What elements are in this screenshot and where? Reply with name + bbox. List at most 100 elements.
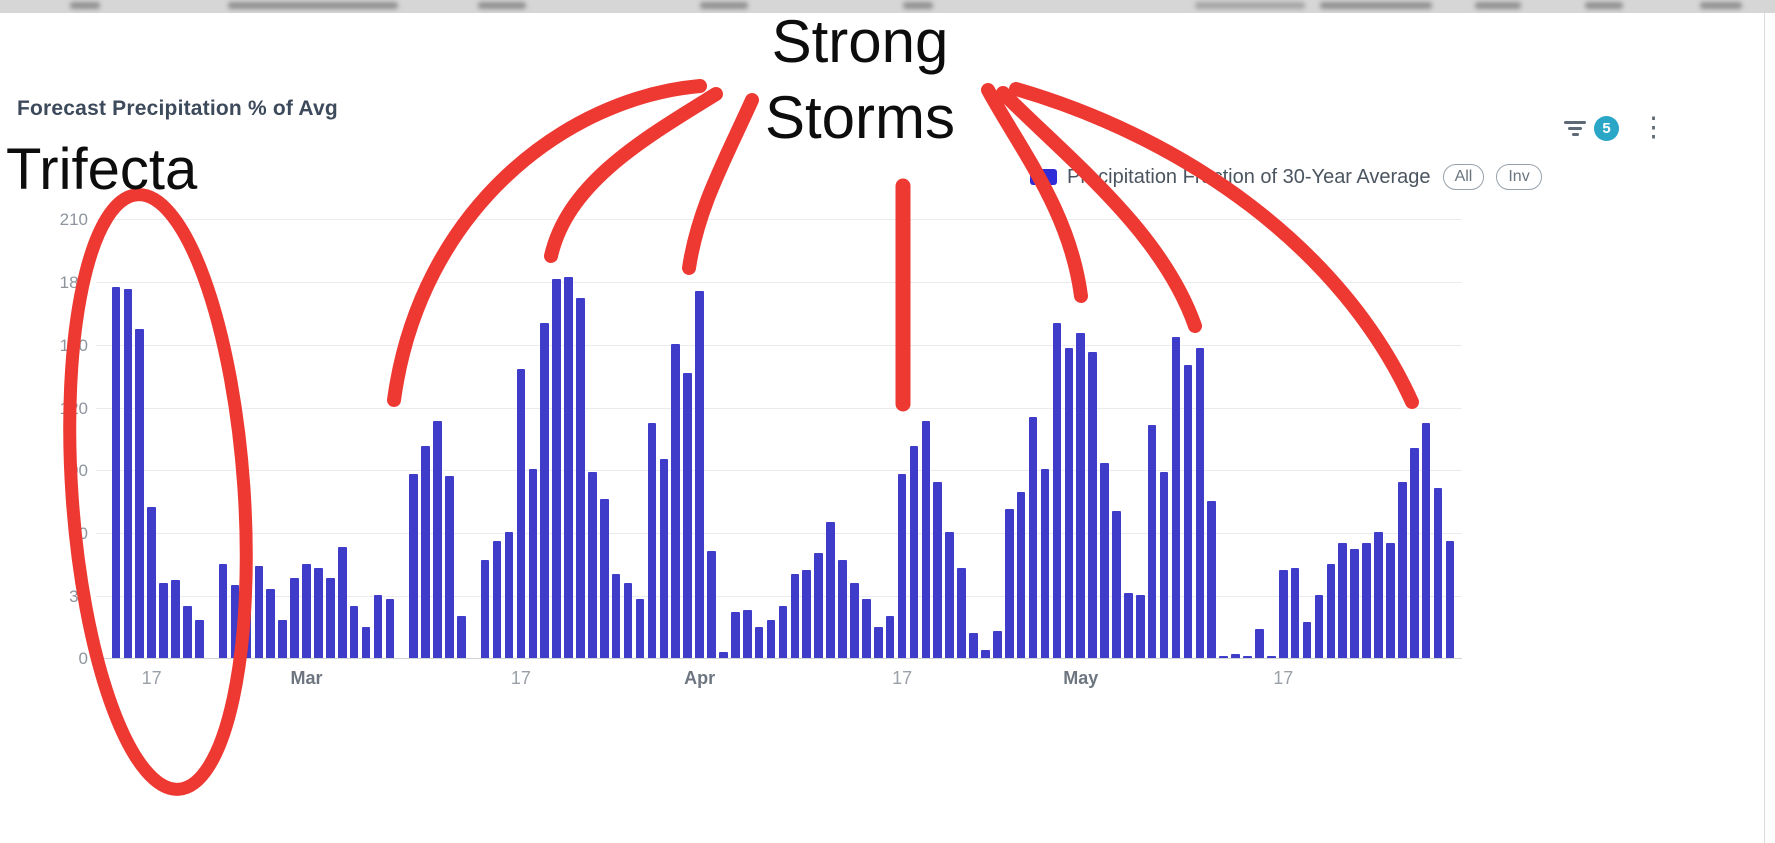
- bar[interactable]: [790, 574, 800, 658]
- bar[interactable]: [1362, 542, 1371, 658]
- bar[interactable]: [1064, 347, 1074, 658]
- kebab-menu-icon[interactable]: ⋮: [1640, 112, 1667, 142]
- bar[interactable]: [1326, 563, 1336, 658]
- bar[interactable]: [421, 446, 430, 658]
- bar[interactable]: [1124, 593, 1133, 658]
- bar[interactable]: [707, 551, 716, 658]
- bar[interactable]: [1219, 655, 1228, 658]
- bar[interactable]: [576, 297, 585, 658]
- bar[interactable]: [921, 421, 931, 658]
- bar[interactable]: [1076, 333, 1086, 658]
- bar[interactable]: [218, 563, 228, 658]
- bar[interactable]: [778, 605, 788, 658]
- bar[interactable]: [1052, 322, 1062, 658]
- bar[interactable]: [1195, 347, 1205, 658]
- bar[interactable]: [230, 584, 240, 658]
- bar[interactable]: [480, 559, 490, 658]
- bar[interactable]: [1100, 463, 1109, 658]
- bar[interactable]: [564, 276, 573, 658]
- bar[interactable]: [1243, 655, 1252, 658]
- bar[interactable]: [981, 649, 990, 658]
- filter-icon[interactable]: [1561, 118, 1589, 144]
- bar[interactable]: [635, 599, 645, 658]
- bar[interactable]: [623, 582, 633, 658]
- bar[interactable]: [147, 507, 156, 658]
- bar[interactable]: [1112, 511, 1121, 658]
- bar[interactable]: [909, 446, 919, 658]
- bar[interactable]: [194, 620, 204, 658]
- bar[interactable]: [445, 475, 454, 658]
- bar[interactable]: [1374, 532, 1383, 658]
- bar[interactable]: [1088, 352, 1097, 658]
- bar[interactable]: [1147, 425, 1157, 658]
- bar[interactable]: [349, 605, 359, 658]
- bar[interactable]: [1159, 471, 1169, 658]
- bar[interactable]: [302, 563, 311, 658]
- bar[interactable]: [266, 588, 276, 658]
- bar[interactable]: [754, 626, 764, 658]
- bar[interactable]: [897, 473, 907, 658]
- bar[interactable]: [719, 651, 728, 658]
- bar[interactable]: [1231, 653, 1240, 658]
- bar[interactable]: [492, 540, 502, 658]
- filter-count-badge[interactable]: 5: [1594, 116, 1619, 141]
- bar[interactable]: [1278, 570, 1288, 658]
- bar[interactable]: [766, 620, 776, 658]
- bar[interactable]: [671, 343, 681, 658]
- bar[interactable]: [361, 626, 371, 658]
- bar[interactable]: [290, 578, 299, 658]
- bar[interactable]: [1004, 509, 1014, 658]
- bar[interactable]: [1171, 337, 1181, 658]
- bar[interactable]: [1302, 622, 1312, 658]
- bar[interactable]: [1028, 417, 1038, 658]
- bar[interactable]: [457, 616, 466, 658]
- bar[interactable]: [326, 578, 335, 658]
- bar[interactable]: [242, 567, 252, 658]
- bar[interactable]: [409, 473, 418, 658]
- legend-label[interactable]: Precipitation Fraction of 30-Year Averag…: [1067, 165, 1431, 188]
- bar[interactable]: [1421, 423, 1431, 658]
- bar[interactable]: [1135, 595, 1145, 658]
- bar[interactable]: [1386, 542, 1395, 658]
- bar[interactable]: [873, 626, 883, 658]
- bar[interactable]: [337, 546, 347, 658]
- bar[interactable]: [862, 599, 871, 658]
- bar[interactable]: [742, 609, 752, 658]
- bar[interactable]: [1290, 567, 1300, 658]
- bar[interactable]: [1445, 540, 1455, 658]
- bar[interactable]: [1255, 628, 1264, 658]
- bar[interactable]: [814, 553, 823, 658]
- bar[interactable]: [504, 532, 514, 658]
- bar[interactable]: [1040, 469, 1050, 658]
- bar[interactable]: [135, 329, 145, 658]
- bar[interactable]: [969, 632, 978, 658]
- bar[interactable]: [802, 570, 812, 658]
- bar[interactable]: [945, 532, 954, 658]
- legend-all-button[interactable]: All: [1442, 164, 1485, 190]
- bar[interactable]: [1267, 655, 1276, 658]
- bar[interactable]: [1314, 595, 1324, 658]
- bar[interactable]: [552, 278, 561, 658]
- bar[interactable]: [659, 458, 669, 658]
- bar[interactable]: [933, 482, 943, 658]
- bar[interactable]: [111, 287, 121, 658]
- bar[interactable]: [1433, 488, 1443, 658]
- bar[interactable]: [1016, 492, 1026, 658]
- bar[interactable]: [433, 421, 442, 658]
- legend-swatch[interactable]: [1030, 169, 1057, 185]
- bar[interactable]: [611, 574, 621, 658]
- bar[interactable]: [1350, 549, 1359, 658]
- bar[interactable]: [540, 322, 549, 658]
- bar[interactable]: [826, 521, 835, 658]
- bar[interactable]: [373, 595, 383, 658]
- bar[interactable]: [278, 620, 287, 658]
- bar[interactable]: [1409, 448, 1419, 658]
- legend-inv-button[interactable]: Inv: [1496, 164, 1542, 190]
- bar[interactable]: [993, 630, 1002, 658]
- bar[interactable]: [588, 471, 597, 658]
- bar[interactable]: [647, 423, 657, 658]
- bar[interactable]: [730, 611, 740, 658]
- bar[interactable]: [1398, 482, 1407, 658]
- bar[interactable]: [599, 498, 609, 658]
- bar[interactable]: [1207, 500, 1217, 658]
